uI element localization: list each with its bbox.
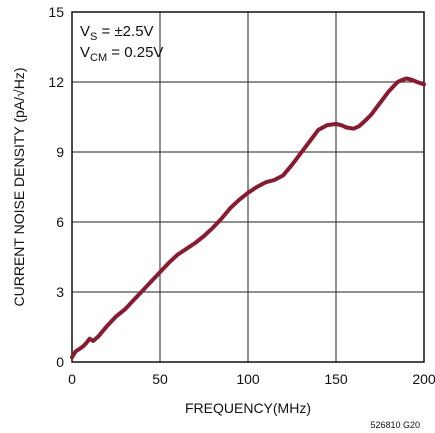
annotation-vcm-rest: = 0.25V [107,44,163,61]
x-tick-label-2: 100 [236,371,260,387]
y-tick-label-0: 0 [56,354,64,370]
y-tick-label-4: 12 [48,74,64,90]
y-axis-label: CURRENT NOISE DENSITY (pA/√Hz) [11,68,27,307]
annotation-vcm-main: V [80,44,90,61]
annotation-vs: VS = ±2.5V [80,23,154,43]
y-tick-label-5: 15 [48,4,64,20]
annotation-vs-main: V [80,23,90,40]
figure-id: 526810 G20 [370,420,420,430]
x-tick-label-0: 0 [68,371,76,387]
series-line-0 [70,76,426,360]
x-tick-label-3: 150 [324,371,348,387]
annotation-vcm-sub: CM [90,52,107,64]
annotation-vs-sub: S [90,31,97,43]
x-tick-label-1: 50 [152,371,168,387]
grid [72,12,424,362]
plot-frame [71,11,425,363]
y-tick-label-3: 9 [56,144,64,160]
x-tick-label-4: 200 [412,371,435,387]
x-tick-labels: 0 50 100 150 200 [68,371,435,387]
annotation-vs-rest: = ±2.5V [97,23,153,40]
y-tick-labels: 0 3 6 9 12 15 [48,4,64,370]
series-layer [70,76,426,360]
y-tick-label-2: 6 [56,214,64,230]
y-tick-label-1: 3 [56,284,64,300]
x-axis-label: FREQUENCY(MHz) [185,400,311,416]
annotation-vcm: VCM = 0.25V [80,44,163,64]
